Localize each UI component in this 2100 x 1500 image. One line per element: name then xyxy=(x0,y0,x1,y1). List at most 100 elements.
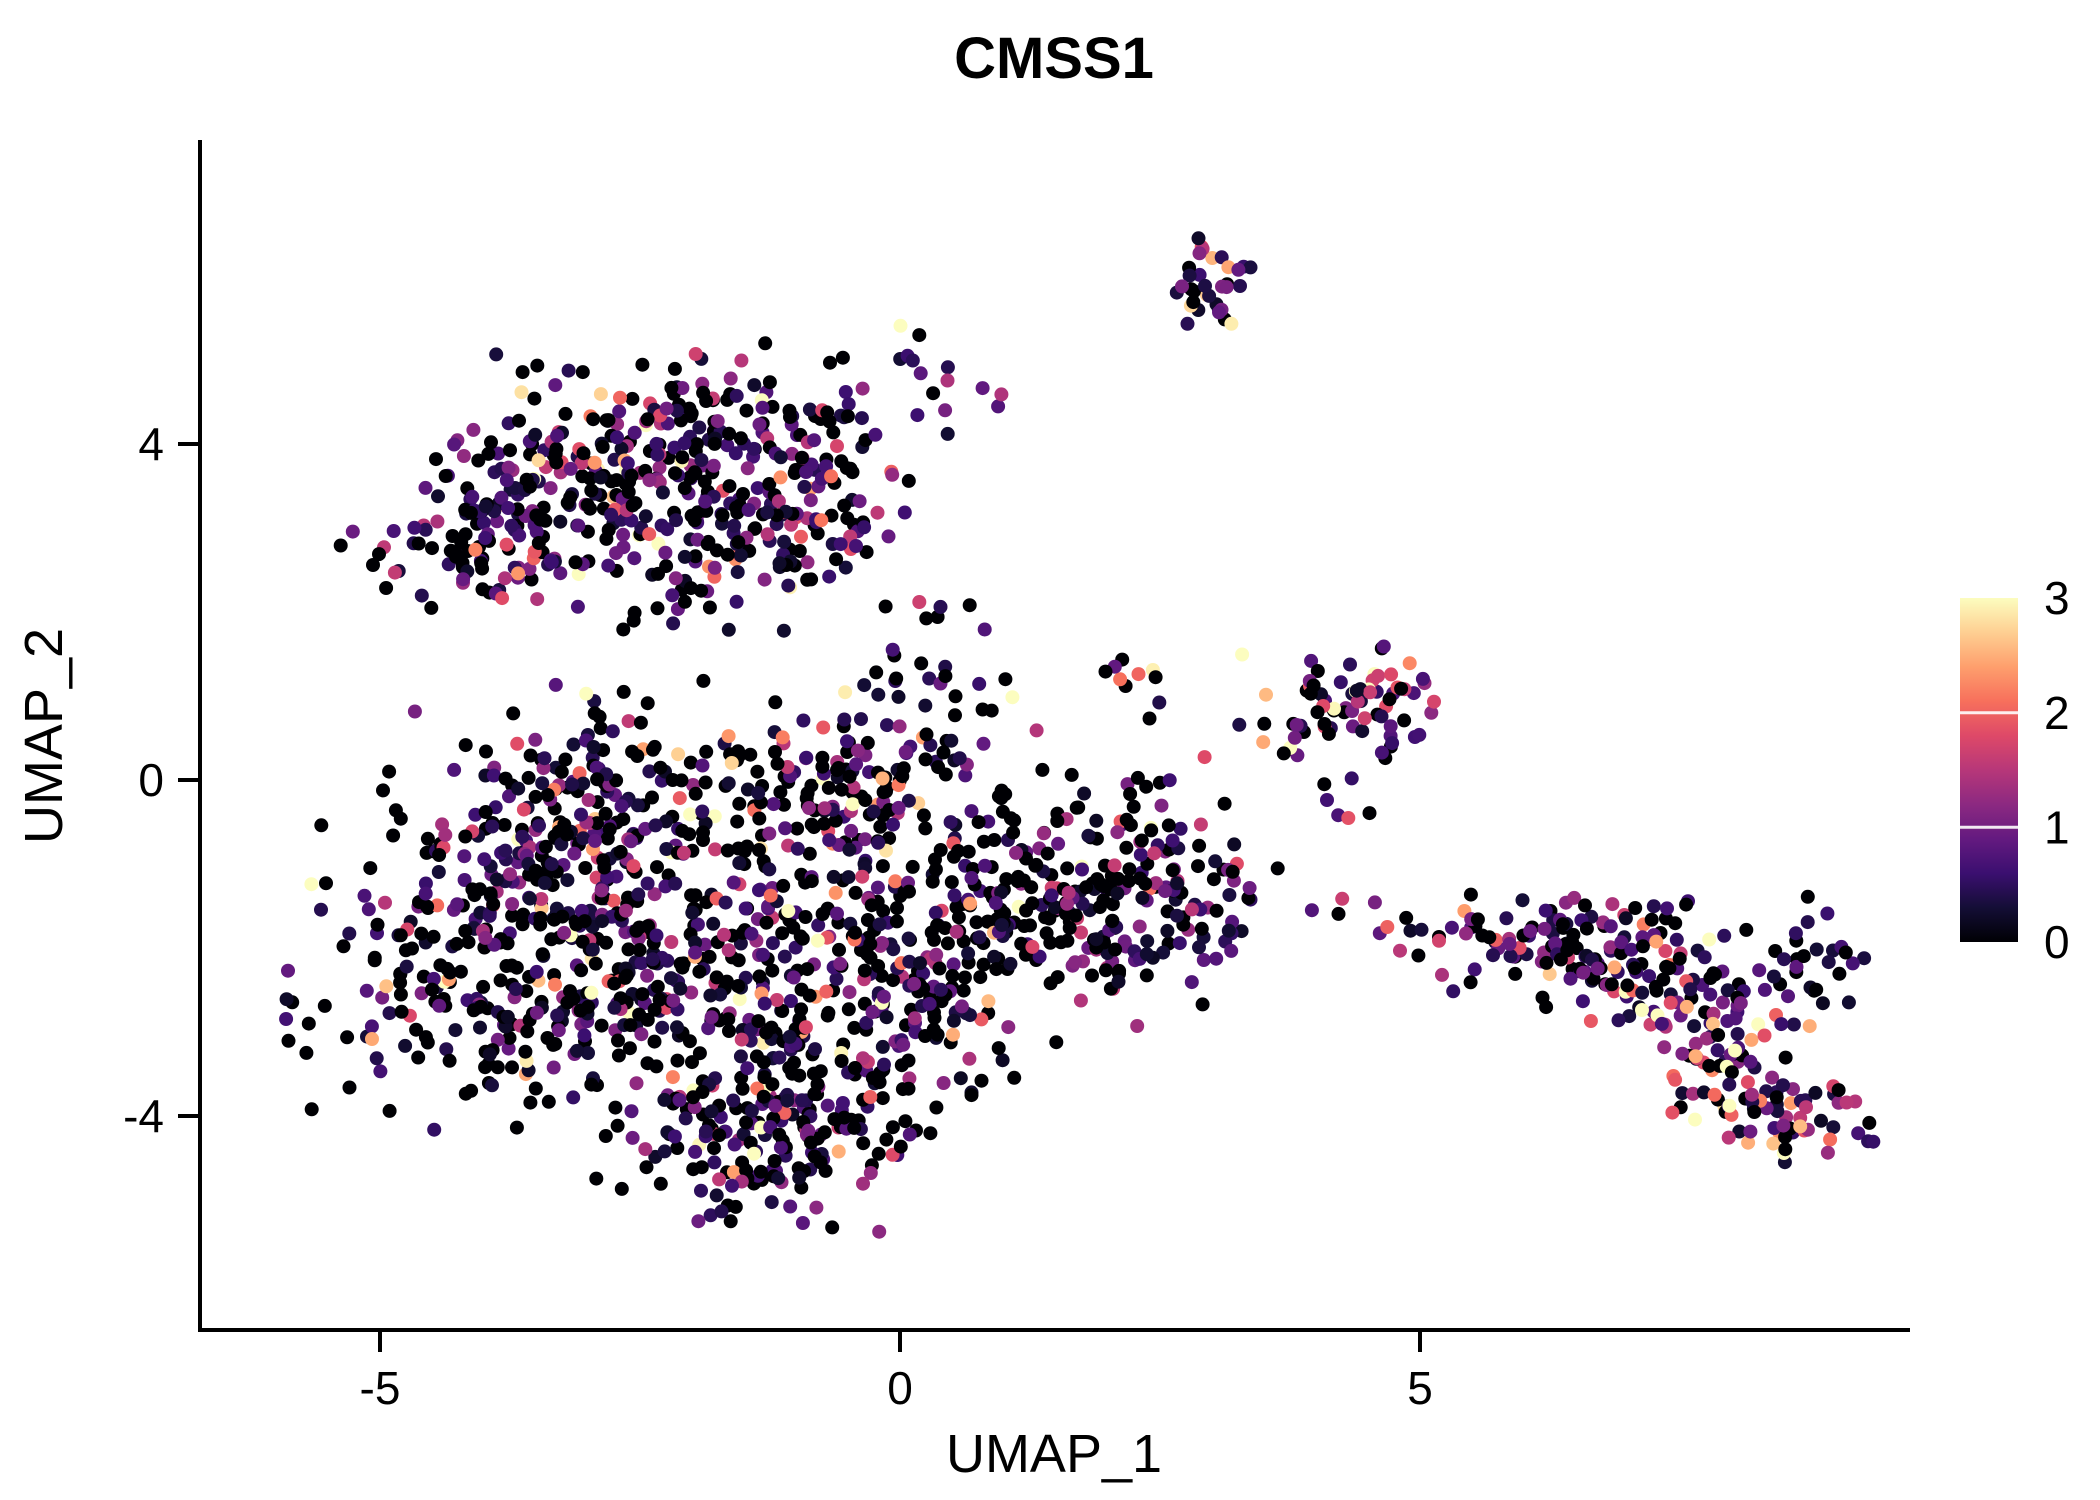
data-point xyxy=(493,973,508,988)
data-point xyxy=(856,1176,870,1191)
data-point xyxy=(1808,1085,1823,1100)
data-point xyxy=(1154,798,1169,813)
data-point xyxy=(772,1127,787,1142)
data-point xyxy=(820,1008,835,1023)
data-point xyxy=(594,1018,609,1033)
data-point xyxy=(432,998,447,1013)
data-point xyxy=(599,413,614,428)
colorbar-label-2: 2 xyxy=(2044,687,2070,739)
data-point xyxy=(476,515,491,530)
data-point xyxy=(1672,951,1687,966)
data-point xyxy=(739,1115,754,1130)
data-point xyxy=(501,1041,516,1056)
data-point xyxy=(940,426,955,441)
data-point xyxy=(1724,1065,1739,1080)
data-point xyxy=(922,671,937,686)
data-point xyxy=(604,507,619,522)
data-point xyxy=(799,750,814,765)
data-point xyxy=(1385,736,1400,751)
data-point xyxy=(873,819,888,834)
data-point xyxy=(1123,787,1138,801)
data-point xyxy=(859,1015,874,1030)
data-point xyxy=(546,1060,561,1075)
data-point xyxy=(616,684,631,699)
data-point xyxy=(876,989,891,1004)
data-point xyxy=(1662,961,1677,976)
data-point xyxy=(858,832,873,847)
data-point xyxy=(951,844,966,858)
data-point xyxy=(764,1195,779,1210)
data-point xyxy=(1412,727,1427,742)
data-point xyxy=(885,1120,900,1135)
data-point xyxy=(1669,932,1684,947)
data-point xyxy=(706,916,721,931)
data-point xyxy=(1035,762,1050,777)
data-point xyxy=(698,775,713,790)
data-point xyxy=(1064,767,1079,782)
data-point xyxy=(1105,914,1120,929)
data-point xyxy=(706,458,721,473)
data-point xyxy=(1699,1031,1714,1046)
data-point xyxy=(618,903,633,918)
data-point xyxy=(769,993,784,1007)
data-point xyxy=(871,835,886,850)
data-point xyxy=(871,1146,886,1161)
data-point xyxy=(1866,1134,1881,1149)
data-point xyxy=(566,737,581,752)
data-point xyxy=(670,1053,685,1068)
data-point xyxy=(822,414,837,429)
data-point xyxy=(393,928,408,943)
data-point xyxy=(340,1030,355,1045)
data-point xyxy=(645,952,660,967)
data-point xyxy=(1135,890,1150,905)
data-point xyxy=(918,821,933,836)
data-point xyxy=(319,876,333,891)
data-point xyxy=(902,884,916,899)
data-point xyxy=(478,499,493,514)
data-point xyxy=(1722,1098,1737,1113)
data-point xyxy=(1152,695,1167,710)
data-point xyxy=(1184,902,1199,917)
data-point xyxy=(486,768,501,783)
data-point xyxy=(314,818,329,833)
data-point xyxy=(648,818,663,833)
data-point xyxy=(522,891,537,906)
data-point xyxy=(816,720,831,735)
data-point xyxy=(481,446,496,461)
data-point xyxy=(478,805,493,819)
data-point xyxy=(561,363,576,378)
data-point xyxy=(632,943,647,957)
data-point xyxy=(386,828,401,843)
data-point xyxy=(901,1081,916,1096)
data-point xyxy=(607,976,622,991)
data-point xyxy=(1459,926,1473,941)
data-point xyxy=(795,1093,809,1108)
data-point xyxy=(447,762,462,777)
data-point xyxy=(1310,705,1325,720)
data-point xyxy=(718,895,733,910)
data-point xyxy=(803,493,818,508)
data-point xyxy=(1142,711,1157,726)
data-point xyxy=(640,1056,655,1071)
data-point xyxy=(974,1073,989,1088)
data-point xyxy=(726,1093,741,1108)
data-point xyxy=(671,747,686,762)
data-point xyxy=(1778,1050,1793,1065)
data-point xyxy=(625,498,640,513)
data-point xyxy=(849,539,863,553)
data-point xyxy=(790,841,805,856)
data-point xyxy=(1603,940,1618,955)
data-point xyxy=(518,1044,533,1059)
data-point xyxy=(956,934,971,949)
data-point xyxy=(431,865,446,879)
data-point xyxy=(732,856,747,870)
data-point xyxy=(1435,967,1449,982)
data-point xyxy=(773,450,788,465)
data-point xyxy=(1130,770,1145,785)
data-point xyxy=(563,461,578,476)
data-point xyxy=(1415,671,1430,686)
data-point xyxy=(768,745,782,759)
data-point xyxy=(1235,647,1250,662)
data-point xyxy=(840,745,855,759)
data-point xyxy=(1703,971,1718,985)
